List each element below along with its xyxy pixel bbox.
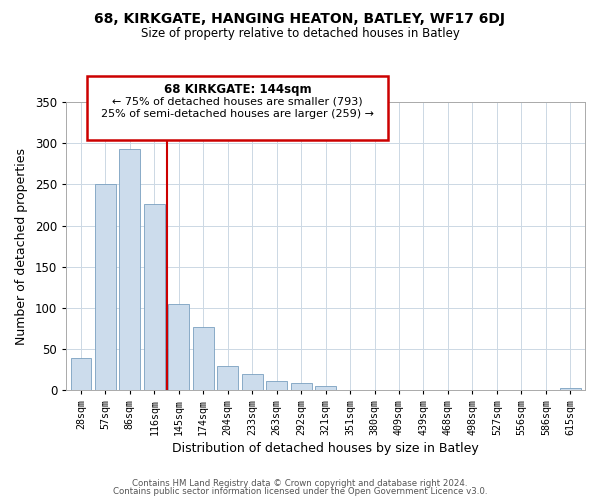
Bar	[291, 382, 311, 390]
Bar	[95, 184, 116, 390]
Bar	[217, 366, 238, 390]
Bar	[119, 149, 140, 390]
Bar	[71, 358, 91, 390]
X-axis label: Distribution of detached houses by size in Batley: Distribution of detached houses by size …	[172, 442, 479, 455]
Text: ← 75% of detached houses are smaller (793): ← 75% of detached houses are smaller (79…	[112, 96, 363, 106]
Text: Contains HM Land Registry data © Crown copyright and database right 2024.: Contains HM Land Registry data © Crown c…	[132, 478, 468, 488]
Text: Contains public sector information licensed under the Open Government Licence v3: Contains public sector information licen…	[113, 487, 487, 496]
Bar	[315, 386, 336, 390]
Y-axis label: Number of detached properties: Number of detached properties	[15, 148, 28, 344]
Text: 68, KIRKGATE, HANGING HEATON, BATLEY, WF17 6DJ: 68, KIRKGATE, HANGING HEATON, BATLEY, WF…	[95, 12, 505, 26]
Text: 68 KIRKGATE: 144sqm: 68 KIRKGATE: 144sqm	[164, 84, 311, 96]
Bar	[266, 381, 287, 390]
Bar	[193, 326, 214, 390]
Text: 25% of semi-detached houses are larger (259) →: 25% of semi-detached houses are larger (…	[101, 110, 374, 120]
FancyBboxPatch shape	[87, 76, 388, 140]
Bar	[144, 204, 165, 390]
Bar	[560, 388, 581, 390]
Bar	[242, 374, 263, 390]
Bar	[169, 304, 189, 390]
Text: Size of property relative to detached houses in Batley: Size of property relative to detached ho…	[140, 28, 460, 40]
